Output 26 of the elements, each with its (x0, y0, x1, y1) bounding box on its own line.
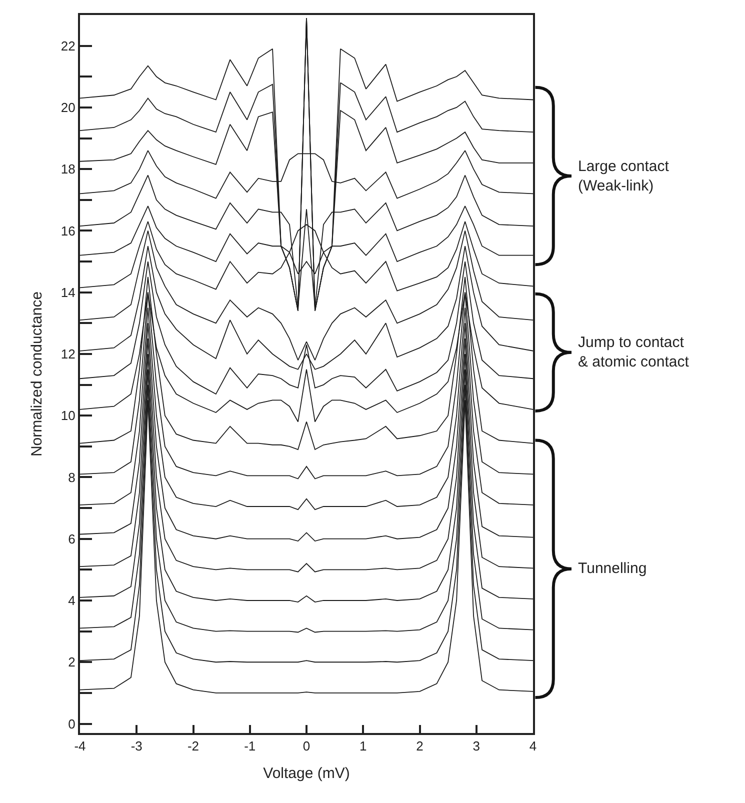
x-tick-label: 3 (472, 738, 480, 754)
y-tick-label: 16 (60, 223, 76, 238)
y-tick-label: 12 (60, 346, 76, 362)
text: Jump to contact & atomic contact (578, 334, 690, 370)
x-tick-label: -1 (244, 738, 256, 754)
y-tick-label: 14 (60, 284, 76, 300)
y-tick-label: 18 (60, 162, 76, 177)
y-tick-label: 20 (60, 100, 76, 115)
y-tick-label: 6 (68, 531, 76, 546)
x-axis-title: Voltage (mV) (263, 765, 350, 782)
x-tick-label: 2 (416, 738, 424, 754)
y-tick-label: 10 (60, 408, 76, 424)
text: Large contact (Weak-link) (578, 158, 670, 194)
x-tick-label: -2 (187, 738, 200, 754)
x-tick-label: -4 (74, 738, 86, 754)
x-tick-label: 4 (529, 738, 537, 754)
y-tick-label: 22 (60, 38, 76, 54)
x-tick-label: 1 (360, 738, 367, 754)
y-tick-label: 4 (68, 593, 76, 608)
y-tick-label: 0 (68, 716, 76, 732)
x-tick-label: 0 (302, 738, 310, 754)
y-tick-label: 8 (68, 470, 76, 485)
x-tick-label: -3 (130, 738, 142, 754)
text: Tunnelling (578, 560, 647, 577)
y-axis-title: Normalized conductance (28, 291, 46, 457)
y-tick-label: 2 (68, 654, 76, 670)
